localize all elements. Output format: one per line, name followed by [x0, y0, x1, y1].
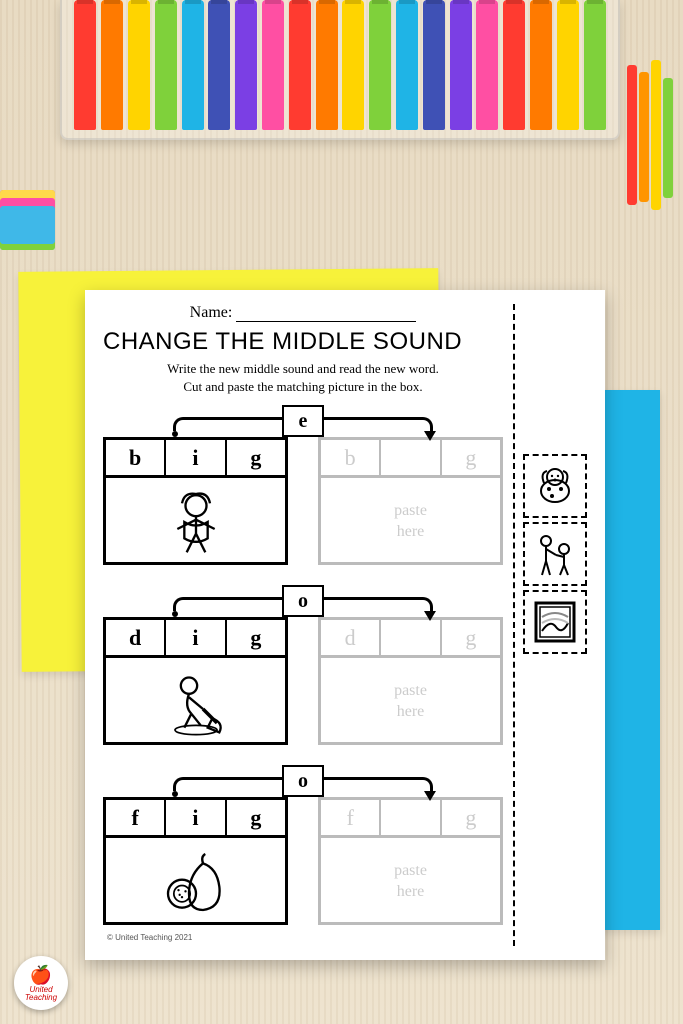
marker-icon — [476, 0, 498, 130]
brand-logo-text: United Teaching — [14, 986, 68, 1002]
letter-cell: g — [227, 620, 285, 655]
left-stationery — [0, 80, 55, 200]
source-word-box: dig — [103, 617, 288, 745]
marker-icon — [262, 0, 284, 130]
marker-icon — [182, 0, 204, 130]
name-blank-line[interactable] — [236, 321, 416, 322]
marker-icon — [155, 0, 177, 130]
letter-cell: g — [227, 440, 285, 475]
instruction-line1: Write the new middle sound and read the … — [167, 361, 439, 376]
letter-cell: i — [166, 440, 226, 475]
arrow-left-icon — [173, 777, 283, 791]
worksheet-main-column: Name: CHANGE THE MIDDLE SOUND Write the … — [103, 304, 503, 945]
marker-icon — [396, 0, 418, 130]
marker-icon — [342, 0, 364, 130]
arrow-left-icon — [173, 417, 283, 431]
target-word-box[interactable]: f g pastehere — [318, 797, 503, 925]
name-row: Name: — [103, 304, 503, 322]
marker-icon — [423, 0, 445, 130]
marker-icon — [74, 0, 96, 130]
letter-cell: i — [166, 620, 226, 655]
brand-logo: United Teaching — [14, 956, 68, 1010]
paste-area[interactable]: pastehere — [321, 838, 500, 925]
instruction-line2: Cut and paste the matching picture in th… — [183, 379, 422, 394]
exercise-row: ofigfgpastehere — [103, 765, 503, 937]
source-word-box: big — [103, 437, 288, 565]
source-picture — [106, 478, 285, 565]
source-picture — [106, 658, 285, 745]
name-label: Name: — [190, 304, 233, 321]
letter-cell: d — [106, 620, 166, 655]
worksheet-page: Name: CHANGE THE MIDDLE SOUND Write the … — [85, 290, 605, 960]
paste-placeholder: pastehere — [394, 861, 427, 903]
cut-picture[interactable] — [523, 522, 587, 586]
worksheet-title: CHANGE THE MIDDLE SOUND — [103, 328, 503, 356]
arrow-right-icon — [323, 417, 433, 431]
marker-tray — [60, 0, 620, 140]
paste-area[interactable]: pastehere — [321, 658, 500, 745]
blank-letter-cell[interactable] — [381, 620, 441, 655]
marker-icon — [369, 0, 391, 130]
cut-picture[interactable] — [523, 454, 587, 518]
marker-icon — [208, 0, 230, 130]
paste-area[interactable]: pastehere — [321, 478, 500, 565]
letter-cell: i — [166, 800, 226, 835]
traced-letter-cell: g — [442, 620, 500, 655]
paste-placeholder: pastehere — [394, 501, 427, 543]
marker-icon — [557, 0, 579, 130]
copyright-text: © United Teaching 2021 — [107, 933, 192, 942]
traced-letter-cell: b — [321, 440, 381, 475]
exercise-row: ebigbgpastehere — [103, 405, 503, 577]
letter-cell: g — [227, 800, 285, 835]
marker-icon — [530, 0, 552, 130]
arrow-right-icon — [323, 777, 433, 791]
traced-letter-cell: g — [442, 800, 500, 835]
vowel-box: o — [282, 585, 324, 617]
pencil-icon — [651, 60, 661, 210]
exercise-row: odigdgpastehere — [103, 585, 503, 757]
source-word-box: fig — [103, 797, 288, 925]
marker-icon — [503, 0, 525, 130]
cut-picture[interactable] — [523, 590, 587, 654]
marker-icon — [450, 0, 472, 130]
notebook-icon — [0, 190, 55, 250]
marker-icon — [316, 0, 338, 130]
marker-icon — [289, 0, 311, 130]
marker-icon — [584, 0, 606, 130]
pencil-icon — [639, 72, 649, 202]
letter-cell: b — [106, 440, 166, 475]
paste-placeholder: pastehere — [394, 681, 427, 723]
worksheet-instructions: Write the new middle sound and read the … — [103, 360, 503, 395]
target-word-box[interactable]: b g pastehere — [318, 437, 503, 565]
marker-icon — [235, 0, 257, 130]
arrow-left-icon — [173, 597, 283, 611]
traced-letter-cell: g — [442, 440, 500, 475]
marker-icon — [128, 0, 150, 130]
letter-cell: f — [106, 800, 166, 835]
blank-letter-cell[interactable] — [381, 800, 441, 835]
arrow-right-icon — [323, 597, 433, 611]
vowel-box: e — [282, 405, 324, 437]
pencil-icon — [663, 78, 673, 198]
traced-letter-cell: d — [321, 620, 381, 655]
marker-icon — [101, 0, 123, 130]
pencil-icon — [627, 65, 637, 205]
cut-strip — [513, 304, 591, 946]
right-pencils — [623, 60, 683, 210]
target-word-box[interactable]: d g pastehere — [318, 617, 503, 745]
vowel-box: o — [282, 765, 324, 797]
traced-letter-cell: f — [321, 800, 381, 835]
blank-letter-cell[interactable] — [381, 440, 441, 475]
source-picture — [106, 838, 285, 925]
